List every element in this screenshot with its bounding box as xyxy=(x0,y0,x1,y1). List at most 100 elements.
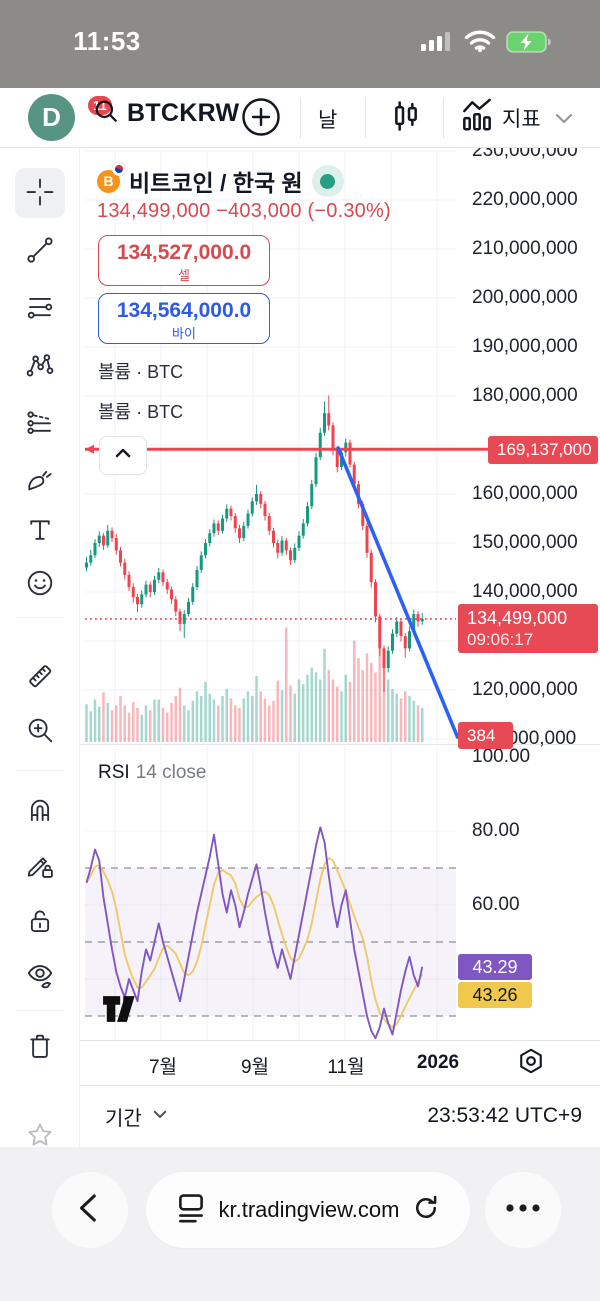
header-expand-button[interactable] xyxy=(552,106,576,135)
volume-legend-2[interactable]: 볼륨 · BTC xyxy=(98,402,184,422)
chart-title[interactable]: 비트코인 / 한국 원 xyxy=(129,170,303,196)
rsi-title: RSI xyxy=(98,762,130,783)
tool-lock[interactable] xyxy=(15,897,65,947)
tool-pattern[interactable] xyxy=(15,341,65,391)
magnet-icon xyxy=(25,795,55,828)
exchange-clock[interactable]: 23:53:42 UTC+9 xyxy=(427,1104,582,1127)
chart-region: B 비트코인 / 한국 원 134,499,000 −403,000 (−0.3… xyxy=(80,148,600,1147)
indicators-button[interactable]: 지표 xyxy=(458,96,541,139)
toolbar-divider xyxy=(16,617,64,618)
pane-separator[interactable] xyxy=(80,744,600,745)
cellular-signal-icon xyxy=(419,31,454,58)
drawing-toolbar xyxy=(0,148,80,1147)
fib-lines-icon xyxy=(25,292,55,325)
browser-back-button[interactable] xyxy=(52,1172,128,1248)
rsi-axis-label: 100.00 xyxy=(472,746,531,767)
settings-hexagon-icon xyxy=(516,1046,546,1081)
sell-button[interactable]: 134,527,000.0 셀 xyxy=(98,235,270,286)
price-axis-label: 230,000,000 xyxy=(472,148,578,161)
address-bar[interactable]: kr.tradingview.com xyxy=(146,1172,470,1248)
tool-magnet[interactable] xyxy=(15,786,65,836)
sell-price: 134,527,000.0 xyxy=(116,241,252,264)
price-axis-label: 120,000,000 xyxy=(472,679,578,700)
tool-trash[interactable] xyxy=(15,1021,65,1071)
chevron-down-icon xyxy=(151,1105,169,1129)
brush-icon xyxy=(25,465,55,498)
price-axis-label: 190,000,000 xyxy=(472,336,578,357)
tool-fib-lines[interactable] xyxy=(15,283,65,333)
tool-drawing-lock[interactable] xyxy=(15,841,65,891)
status-icons xyxy=(419,30,552,58)
more-icon xyxy=(503,1201,543,1219)
tool-emoji[interactable] xyxy=(15,559,65,609)
rsi-legend[interactable]: RSI 14 close xyxy=(98,762,206,784)
tool-crosshair[interactable] xyxy=(15,168,65,218)
chevron-down-icon xyxy=(552,106,576,135)
tool-trend-line[interactable] xyxy=(15,226,65,276)
tradingview-logo[interactable] xyxy=(102,995,149,1028)
pattern-icon xyxy=(25,350,55,383)
price-change-line: 134,499,000 −403,000 (−0.30%) xyxy=(97,200,391,222)
lock-icon xyxy=(25,906,55,939)
avatar-letter: D xyxy=(42,102,61,132)
toolbar-divider xyxy=(16,1010,64,1011)
ruler-icon xyxy=(25,661,55,694)
drawing-lock-icon xyxy=(25,850,55,883)
forecast-icon xyxy=(25,407,55,440)
header-divider xyxy=(443,98,444,138)
status-bar: 11:53 xyxy=(0,0,600,88)
browser-more-button[interactable] xyxy=(485,1172,561,1248)
alert-price-badge: 169,137,000 xyxy=(488,436,598,464)
time-axis-label: 11월 xyxy=(327,1057,365,1078)
url-text: kr.tradingview.com xyxy=(218,1197,400,1222)
tool-zoom-in[interactable] xyxy=(15,706,65,756)
buy-button[interactable]: 134,564,000.0 바이 xyxy=(98,293,270,344)
add-symbol-button[interactable] xyxy=(240,96,282,143)
tool-ruler[interactable] xyxy=(15,652,65,702)
rsi-axis-label: 80.00 xyxy=(472,820,520,841)
star-icon xyxy=(25,1120,55,1153)
price-axis-label: 220,000,000 xyxy=(472,189,578,210)
hide-drawings-icon xyxy=(25,960,55,993)
search-icon xyxy=(93,98,119,129)
price-axis-label: 160,000,000 xyxy=(472,483,578,504)
time-axis-label: 7월 xyxy=(148,1057,178,1078)
axis-settings-button[interactable] xyxy=(515,1047,547,1079)
avatar[interactable]: D 11 xyxy=(28,94,114,141)
interval-button[interactable]: 날 xyxy=(318,104,337,134)
wifi-icon xyxy=(464,30,496,58)
tool-hide-drawings[interactable] xyxy=(15,951,65,1001)
korea-flag-icon xyxy=(112,161,126,176)
tool-brush[interactable] xyxy=(15,456,65,506)
price-axis-label: 180,000,000 xyxy=(472,385,578,406)
app-header: D 11 BTCKRW 날 지표 xyxy=(0,88,600,148)
symbol-name: BTCKRW xyxy=(127,99,240,127)
rsi-params: 14 close xyxy=(135,762,207,783)
chart-type-button[interactable] xyxy=(387,96,425,141)
buy-label: 바이 xyxy=(172,326,196,341)
tool-star[interactable] xyxy=(15,1111,65,1161)
status-time: 11:53 xyxy=(73,26,141,56)
bitcoin-icon: B xyxy=(97,161,126,193)
toolbar-divider xyxy=(16,770,64,771)
symbol-search-button[interactable]: BTCKRW xyxy=(93,98,239,129)
sell-label: 셀 xyxy=(178,268,190,283)
time-axis-label: 9월 xyxy=(240,1057,270,1078)
browser-toolbar: kr.tradingview.com xyxy=(0,1147,600,1301)
interval-dropdown[interactable]: 기간 xyxy=(105,1102,169,1131)
reader-icon xyxy=(176,1191,206,1230)
trash-icon xyxy=(25,1030,55,1063)
collapse-panel-button[interactable] xyxy=(99,436,147,475)
rsi-ma-value-badge: 43.26 xyxy=(458,982,532,1008)
price-axis-label: 150,000,000 xyxy=(472,532,578,553)
price-axis-label: 140,000,000 xyxy=(472,581,578,602)
reload-icon[interactable] xyxy=(412,1194,440,1227)
emoji-icon xyxy=(25,568,55,601)
market-status-icon[interactable] xyxy=(311,165,344,197)
price-badge-partial: 384 xyxy=(458,722,513,749)
tool-forecast[interactable] xyxy=(15,398,65,448)
tool-text[interactable] xyxy=(15,506,65,556)
interval-bar: 기간 23:53:42 UTC+9 xyxy=(80,1085,600,1147)
interval-dropdown-label: 기간 xyxy=(105,1108,142,1130)
volume-legend-1[interactable]: 볼륨 · BTC xyxy=(98,362,184,382)
